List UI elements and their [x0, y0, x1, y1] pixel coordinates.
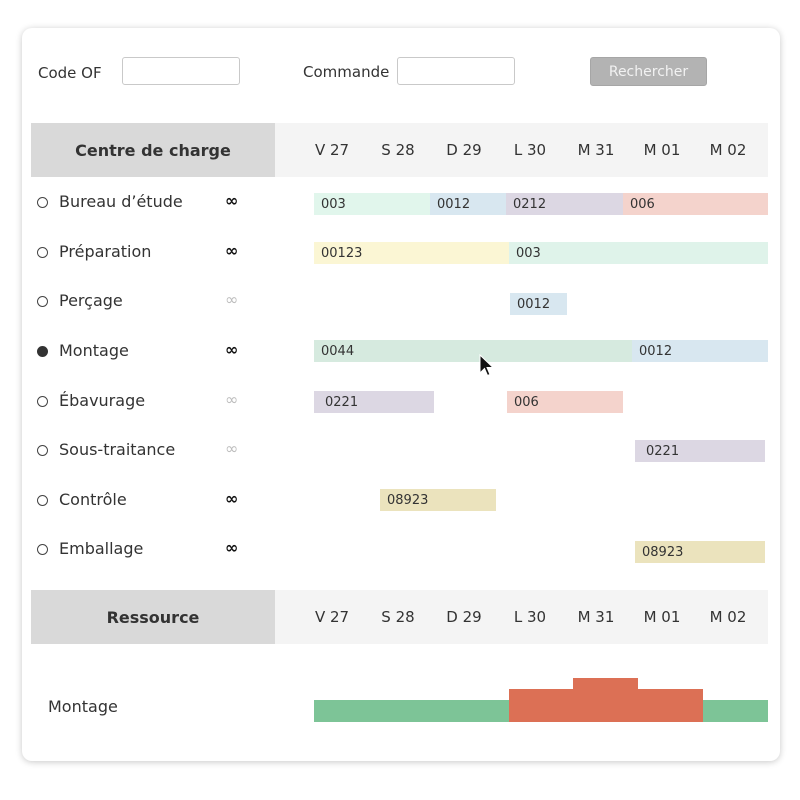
charge-row-preparation[interactable]: Préparation ∞ — [37, 239, 777, 269]
day-label: V 27 — [314, 608, 350, 626]
day-label: D 29 — [446, 608, 482, 626]
infinity-icon[interactable]: ∞ — [225, 439, 239, 458]
radio-icon[interactable] — [37, 544, 48, 555]
charge-row-montage[interactable]: Montage ∞ — [37, 338, 777, 368]
day-label: D 29 — [446, 141, 482, 159]
resource-name: Montage — [48, 697, 118, 716]
row-label: Sous-traitance — [59, 440, 176, 459]
infinity-icon[interactable]: ∞ — [225, 390, 239, 409]
commande-label: Commande — [303, 63, 390, 81]
infinity-icon[interactable]: ∞ — [225, 241, 239, 260]
charge-days-header: V 27 S 28 D 29 L 30 M 31 M 01 M 02 — [275, 123, 768, 177]
gantt-bar[interactable]: 0221 — [635, 440, 765, 462]
day-label: M 01 — [643, 141, 681, 159]
day-label: S 28 — [381, 141, 415, 159]
charge-row-emballage[interactable]: Emballage ∞ — [37, 536, 777, 566]
capacity-bar — [379, 700, 444, 722]
gantt-bar[interactable]: 0012 — [430, 193, 506, 215]
radio-icon[interactable] — [37, 296, 48, 307]
radio-icon[interactable] — [37, 396, 48, 407]
capacity-bar — [314, 700, 379, 722]
day-label: L 30 — [513, 141, 547, 159]
overload-bar — [573, 678, 638, 722]
code-of-label: Code OF — [38, 64, 102, 82]
row-label: Montage — [59, 341, 129, 360]
radio-icon[interactable] — [37, 346, 48, 357]
rechercher-button[interactable]: Rechercher — [590, 57, 707, 86]
charge-row-percage[interactable]: Perçage ∞ — [37, 288, 777, 318]
overload-bar — [509, 689, 574, 722]
day-label: V 27 — [314, 141, 350, 159]
day-label: M 02 — [709, 608, 747, 626]
day-label: M 02 — [709, 141, 747, 159]
centre-de-charge-header: Centre de charge — [31, 123, 275, 177]
resource-days-header: V 27 S 28 D 29 L 30 M 31 M 01 M 02 — [275, 590, 768, 644]
gantt-bar[interactable]: 08923 — [635, 541, 765, 563]
charge-row-controle[interactable]: Contrôle ∞ — [37, 487, 777, 517]
radio-icon[interactable] — [37, 247, 48, 258]
commande-input[interactable] — [397, 57, 515, 85]
gantt-bar[interactable]: 0221 — [314, 391, 434, 413]
code-of-input[interactable] — [122, 57, 240, 85]
gantt-bar[interactable]: 0044 — [314, 340, 632, 362]
capacity-bar — [444, 700, 509, 722]
day-label: S 28 — [381, 608, 415, 626]
gantt-bar[interactable]: 0212 — [506, 193, 623, 215]
capacity-bar — [703, 700, 768, 722]
day-label: M 31 — [577, 608, 615, 626]
day-label: M 31 — [577, 141, 615, 159]
row-label: Préparation — [59, 242, 152, 261]
row-label: Bureau d’étude — [59, 192, 183, 211]
resource-load-chart — [314, 662, 768, 722]
gantt-bar[interactable]: 08923 — [380, 489, 496, 511]
gantt-bar[interactable]: 0012 — [510, 293, 567, 315]
radio-icon[interactable] — [37, 495, 48, 506]
infinity-icon[interactable]: ∞ — [225, 489, 239, 508]
gantt-bar[interactable]: 00123 — [314, 242, 509, 264]
day-label: L 30 — [513, 608, 547, 626]
charge-row-sous-traitance[interactable]: Sous-traitance ∞ — [37, 437, 777, 467]
gantt-bar[interactable]: 006 — [623, 193, 768, 215]
gantt-bar[interactable]: 003 — [509, 242, 768, 264]
charge-row-bureau-etude[interactable]: Bureau d’étude ∞ — [37, 189, 777, 219]
radio-icon[interactable] — [37, 197, 48, 208]
gantt-bar[interactable]: 003 — [314, 193, 430, 215]
gantt-bar[interactable]: 006 — [507, 391, 623, 413]
charge-row-ebavurage[interactable]: Ébavurage ∞ — [37, 388, 777, 418]
infinity-icon[interactable]: ∞ — [225, 290, 239, 309]
row-label: Emballage — [59, 539, 144, 558]
radio-icon[interactable] — [37, 445, 48, 456]
infinity-icon[interactable]: ∞ — [225, 340, 239, 359]
mouse-cursor-icon — [479, 354, 495, 377]
row-label: Ébavurage — [59, 391, 146, 410]
day-label: M 01 — [643, 608, 681, 626]
gantt-bar[interactable]: 0012 — [632, 340, 768, 362]
row-label: Perçage — [59, 291, 123, 310]
ressource-header: Ressource — [31, 590, 275, 644]
overload-bar — [638, 689, 703, 722]
planning-card: Code OF Commande Rechercher Centre de ch… — [22, 28, 780, 761]
infinity-icon[interactable]: ∞ — [225, 538, 239, 557]
infinity-icon[interactable]: ∞ — [225, 191, 239, 210]
row-label: Contrôle — [59, 490, 127, 509]
